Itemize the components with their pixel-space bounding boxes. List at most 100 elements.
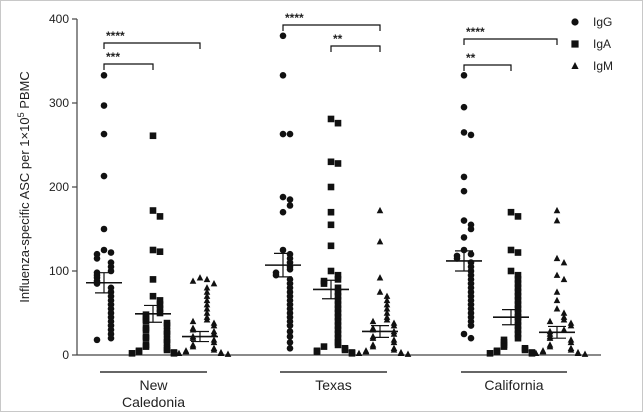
data-point [327, 208, 335, 216]
data-point [467, 322, 475, 329]
data-point [334, 288, 342, 296]
data-point [383, 296, 391, 304]
data-point [189, 277, 197, 284]
data-point [163, 322, 171, 329]
data-point [93, 336, 101, 344]
data-point [514, 309, 522, 317]
y-tick-label: 400 [49, 12, 69, 26]
data-point [383, 316, 391, 323]
data-point [362, 348, 370, 355]
data-point [286, 328, 294, 335]
data-point [383, 300, 391, 308]
significance-brackets: ************* ****** [103, 11, 558, 71]
data-point [142, 334, 150, 342]
significance-label: ** [466, 51, 476, 65]
data-point [507, 208, 515, 216]
data-point [334, 334, 342, 342]
data-point [560, 258, 568, 266]
data-point [514, 292, 522, 300]
data-point [383, 309, 391, 316]
data-point [390, 346, 398, 353]
data-point [189, 342, 197, 350]
data-point [514, 318, 522, 325]
data-point [286, 202, 294, 209]
data-point [341, 346, 349, 354]
data-point [203, 296, 211, 304]
data-point [334, 160, 342, 167]
data-point [521, 346, 529, 354]
data-point [553, 271, 561, 278]
data-point [196, 274, 204, 281]
data-point [320, 280, 328, 287]
y-tick-label: 0 [62, 348, 69, 362]
data-point [460, 71, 468, 79]
data-point [334, 119, 342, 127]
data-point [553, 305, 561, 312]
data-point [514, 288, 522, 296]
data-point [334, 330, 342, 338]
data-point [546, 317, 554, 325]
data-point [279, 246, 287, 254]
data-point [272, 271, 280, 279]
data-point [175, 349, 183, 357]
data-point [100, 225, 108, 233]
data-point [376, 237, 384, 245]
data-point [334, 292, 342, 300]
data-point [514, 271, 522, 279]
data-point [93, 255, 101, 262]
data-point [334, 322, 342, 329]
data-point [553, 206, 561, 214]
data-point [553, 288, 561, 295]
data-point [286, 339, 294, 346]
data-point [334, 301, 342, 308]
data-point [574, 349, 582, 357]
y-axis-label-superscript: 5 [16, 112, 26, 117]
data-point [149, 292, 157, 300]
data-point [397, 349, 405, 357]
data-point [142, 343, 150, 350]
data-point [156, 297, 164, 304]
significance-bracket [463, 64, 512, 71]
y-tick-label: 100 [49, 264, 69, 278]
data-point [567, 346, 575, 353]
data-point [514, 305, 522, 313]
data-point [142, 326, 150, 334]
y-axis-label-suffix: PBMC [17, 71, 32, 112]
significance-bracket [330, 45, 381, 52]
data-point [203, 292, 211, 299]
data-point [286, 322, 294, 329]
data-point [279, 208, 287, 216]
data-point [327, 115, 335, 123]
data-point [279, 32, 287, 40]
data-point [210, 330, 218, 337]
y-axis-label-main: Influenza-specific ASC per 1×10 [17, 117, 32, 302]
data-point [532, 349, 540, 357]
data-point [135, 348, 143, 355]
data-point [486, 350, 494, 357]
data-point [210, 279, 218, 287]
data-point [149, 276, 157, 283]
legend-marker [571, 62, 579, 69]
data-point [369, 342, 377, 350]
data-point [460, 187, 468, 195]
data-point [327, 183, 335, 191]
legend-label: IgG [593, 15, 612, 29]
data-point [156, 248, 164, 255]
significance-bracket [103, 63, 154, 70]
data-point [560, 275, 568, 283]
data-point [460, 129, 468, 136]
data-point [163, 339, 171, 346]
data-point [210, 321, 218, 329]
data-point [149, 132, 157, 140]
data-point [142, 318, 150, 325]
data-point [100, 172, 108, 180]
significance-bracket [463, 38, 558, 45]
data-point [460, 217, 468, 224]
data-point [107, 334, 115, 342]
data-point [514, 322, 522, 329]
data-point [100, 246, 108, 254]
data-point [467, 334, 475, 342]
data-point [553, 296, 561, 304]
significance-label: ** [333, 32, 343, 46]
